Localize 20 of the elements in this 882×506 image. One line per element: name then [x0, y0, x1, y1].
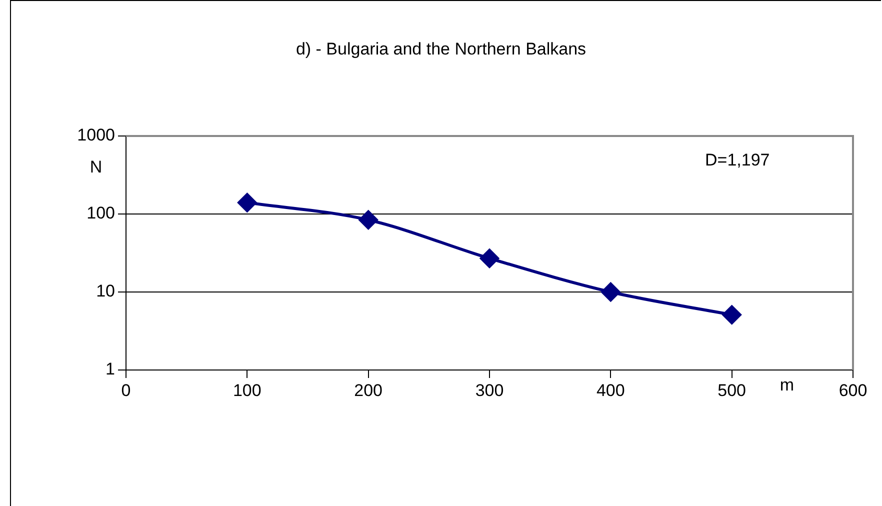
x-tick-label: 400 — [596, 380, 625, 400]
x-tick-label: 200 — [354, 380, 383, 400]
y-tick-label: 10 — [96, 282, 115, 301]
x-tick-label: 600 — [838, 380, 868, 400]
x-axis-title: m — [780, 376, 794, 395]
y-tick-label: 1 — [106, 360, 115, 379]
annotation: D=1,197 — [705, 150, 770, 170]
x-tick-label: 500 — [718, 380, 746, 400]
y-tick-label: 100 — [86, 204, 115, 223]
point — [358, 210, 378, 230]
y-tick-label: 1000 — [77, 126, 115, 145]
x-tick-label: 100 — [232, 380, 262, 400]
point — [238, 193, 257, 212]
point — [480, 248, 499, 268]
point — [722, 305, 742, 324]
x-tick-label: 300 — [475, 380, 504, 400]
chart-title: d) - Bulgaria and the Northern Balkans — [296, 40, 586, 59]
y-axis-title: N — [90, 158, 102, 177]
x-tick-label: 0 — [121, 380, 131, 400]
point — [601, 282, 620, 302]
